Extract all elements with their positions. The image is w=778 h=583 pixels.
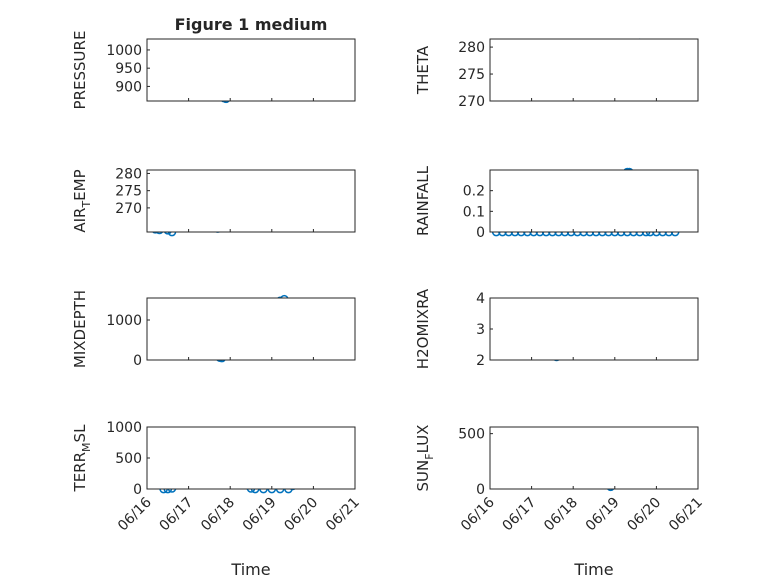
y-axis-label: RAINFALL [414, 165, 432, 236]
y-tick-label: 1000 [106, 43, 142, 59]
subplot-h2omixra: 2 3 4 H2OMIXRA [414, 288, 699, 369]
y-tick-label: 0 [133, 353, 142, 369]
y-axis-label-part: EMP [71, 169, 89, 200]
y-tick-label: 280 [458, 40, 485, 56]
x-axis-label-right: Time [573, 560, 613, 579]
axes-frame [489, 169, 699, 233]
y-tick-label: 275 [115, 184, 142, 200]
y-tick-label: 0.1 [463, 204, 485, 220]
y-tick-label: 270 [115, 201, 142, 217]
y-axis-label-subscript: F [423, 453, 436, 459]
x-axis-label-left: Time [230, 560, 270, 579]
y-axis-label: PRESSURE [71, 31, 89, 110]
figure-title: Figure 1 medium [175, 15, 328, 34]
y-axis-label-part: AIR [71, 208, 89, 233]
axes-frame [146, 426, 356, 490]
y-axis-label-part: LUX [414, 425, 432, 454]
y-tick-label: 1000 [106, 420, 142, 436]
y-tick-label: 0 [476, 225, 485, 241]
y-tick-label: 0 [476, 482, 485, 498]
y-axis-label: AIRTEMP [71, 169, 93, 232]
y-axis-label-subscript: M [80, 442, 93, 452]
y-tick-label: 275 [458, 67, 485, 83]
axes-frame [146, 169, 356, 233]
y-tick-label: 3 [476, 322, 485, 338]
y-axis-label: MIXDEPTH [71, 290, 89, 368]
y-tick-label: 0.2 [463, 184, 485, 200]
axes-frame [489, 38, 699, 102]
y-axis-label: THETA [414, 45, 432, 95]
y-axis-label-part: SUN [414, 460, 432, 492]
subplot-theta: 270 275 280 THETA [414, 38, 699, 110]
y-axis-label: TERRMSL [71, 424, 93, 493]
axes-frame [146, 297, 356, 361]
subplot-mixdepth: 0 1000 MIXDEPTH [71, 290, 356, 369]
axes-frame [146, 38, 356, 102]
y-tick-label: 900 [115, 79, 142, 95]
y-tick-label: 4 [476, 291, 485, 307]
y-tick-label: 950 [115, 61, 142, 77]
y-tick-label: 0 [133, 482, 142, 498]
y-axis-label-part: TERR [71, 452, 89, 493]
axes-frame [489, 297, 699, 361]
y-tick-label: 500 [458, 427, 485, 443]
y-tick-label: 2 [476, 353, 485, 369]
y-axis-label: SUNFLUX [414, 425, 436, 492]
axes-frame [489, 426, 699, 490]
y-axis-label-subscript: T [80, 201, 93, 209]
y-tick-label: 500 [115, 451, 142, 467]
y-tick-label: 270 [458, 94, 485, 110]
y-axis-label: H2OMIXRA [414, 288, 432, 369]
subplot-rainfall: 0 0.1 0.2 RAINFALL [414, 165, 699, 241]
y-tick-label: 1000 [106, 313, 142, 329]
subplot-pressure: 900 950 1000 PRESSURE [71, 31, 356, 110]
y-axis-label-part: SL [71, 424, 89, 443]
y-tick-label: 280 [115, 166, 142, 182]
